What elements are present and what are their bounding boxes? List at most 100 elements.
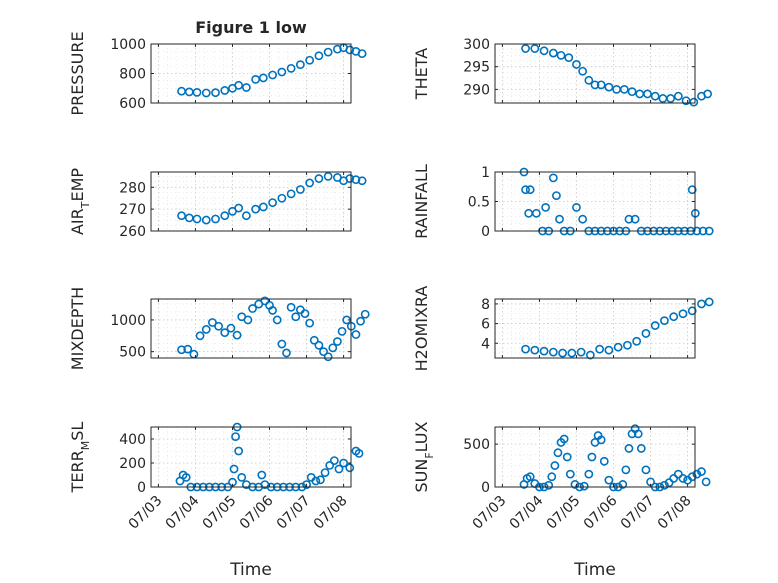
data-point bbox=[201, 325, 211, 334]
data-point bbox=[585, 350, 595, 360]
y-tick-label: 280 bbox=[119, 180, 146, 196]
data-point bbox=[632, 336, 642, 346]
x-tick-label: 07/03 bbox=[126, 493, 166, 533]
x-tick-label: 07/03 bbox=[470, 493, 510, 533]
y-tick-label: 0 bbox=[481, 480, 490, 496]
y-tick-label: 0 bbox=[137, 480, 146, 496]
data-point bbox=[521, 344, 530, 354]
data-point bbox=[618, 480, 628, 489]
data-point bbox=[243, 315, 253, 325]
data-point bbox=[229, 464, 239, 474]
data-point bbox=[323, 352, 333, 362]
data-point bbox=[689, 97, 699, 107]
data-point bbox=[579, 481, 589, 491]
chart-panel-air_temp: 260 270 280 AIRTEMP bbox=[68, 168, 367, 240]
y-tick-label: 8 bbox=[481, 297, 490, 313]
data-point bbox=[578, 66, 588, 76]
x-tick-label: 07/04 bbox=[163, 493, 203, 533]
x-axis-label: Time bbox=[229, 560, 272, 580]
y-tick-label: 4 bbox=[481, 336, 490, 352]
data-point bbox=[660, 316, 669, 326]
data-point bbox=[282, 348, 291, 358]
x-tick-label: 07/08 bbox=[311, 493, 351, 533]
data-point bbox=[576, 347, 586, 357]
x-tick-label: 07/06 bbox=[237, 493, 277, 533]
y-axis-label: H2OMIXRA bbox=[412, 286, 431, 372]
data-point bbox=[590, 80, 600, 90]
data-point bbox=[564, 53, 574, 63]
x-tick-label: 07/07 bbox=[618, 493, 658, 533]
data-point bbox=[539, 346, 549, 356]
data-point bbox=[596, 80, 606, 90]
data-point bbox=[305, 178, 315, 188]
y-axis-label: RAINFALL bbox=[412, 164, 431, 239]
y-tick-label: 295 bbox=[463, 60, 490, 76]
data-point bbox=[624, 444, 634, 453]
y-tick-label: 200 bbox=[119, 456, 146, 472]
axes-frame bbox=[494, 298, 696, 359]
chart-panel-rainfall: 0 0.5 1 RAINFALL bbox=[412, 164, 714, 240]
data-point bbox=[232, 330, 242, 340]
data-point bbox=[237, 472, 247, 482]
data-point bbox=[260, 296, 270, 306]
data-point bbox=[687, 185, 697, 195]
data-point bbox=[201, 215, 211, 225]
data-point bbox=[664, 478, 674, 488]
data-point bbox=[704, 226, 714, 236]
data-point bbox=[305, 55, 315, 65]
data-point bbox=[596, 435, 606, 445]
data-point bbox=[697, 299, 706, 309]
data-point bbox=[698, 226, 708, 236]
data-point bbox=[272, 315, 282, 325]
data-point bbox=[531, 208, 541, 218]
y-axis-label: TERRMSL bbox=[68, 422, 92, 494]
data-point bbox=[565, 469, 575, 479]
data-point bbox=[687, 306, 697, 316]
data-point bbox=[314, 340, 324, 350]
data-point bbox=[630, 214, 640, 224]
x-tick-label: 07/05 bbox=[544, 493, 584, 533]
y-axis-label: AIRTEMP bbox=[68, 168, 92, 235]
y-axis-label: THETA bbox=[412, 48, 431, 100]
data-point bbox=[692, 469, 702, 479]
data-point bbox=[220, 211, 230, 221]
data-point bbox=[354, 448, 364, 458]
data-point bbox=[587, 452, 597, 462]
data-point bbox=[541, 202, 551, 212]
data-point bbox=[669, 312, 679, 322]
data-point bbox=[214, 321, 223, 331]
data-point bbox=[544, 480, 554, 490]
data-point bbox=[636, 444, 646, 453]
chart-panel-mixdepth: 500 1000 MIXDEPTH bbox=[68, 287, 370, 370]
data-point bbox=[572, 202, 581, 212]
data-point bbox=[319, 347, 328, 357]
data-point bbox=[316, 475, 325, 485]
data-point bbox=[678, 474, 688, 483]
data-point bbox=[578, 214, 588, 224]
data-point bbox=[556, 50, 566, 60]
data-point bbox=[268, 306, 277, 315]
data-point bbox=[295, 60, 305, 70]
data-point bbox=[251, 75, 261, 84]
y-tick-label: 800 bbox=[119, 67, 146, 83]
y-tick-label: 1 bbox=[481, 165, 490, 181]
data-point bbox=[220, 328, 230, 338]
data-point bbox=[584, 75, 594, 85]
data-point bbox=[192, 214, 202, 224]
data-point bbox=[627, 87, 637, 97]
data-point bbox=[703, 89, 713, 99]
data-point bbox=[669, 474, 679, 483]
data-point bbox=[650, 91, 660, 101]
data-point bbox=[619, 84, 629, 94]
data-point bbox=[295, 185, 305, 194]
data-point bbox=[559, 434, 569, 444]
data-point bbox=[305, 318, 315, 328]
x-tick-label: 07/06 bbox=[581, 493, 621, 533]
axes-frame bbox=[494, 43, 696, 104]
data-point bbox=[286, 302, 296, 312]
data-point bbox=[673, 91, 683, 101]
data-point bbox=[701, 477, 711, 487]
data-point bbox=[231, 432, 240, 441]
data-point bbox=[357, 176, 367, 186]
